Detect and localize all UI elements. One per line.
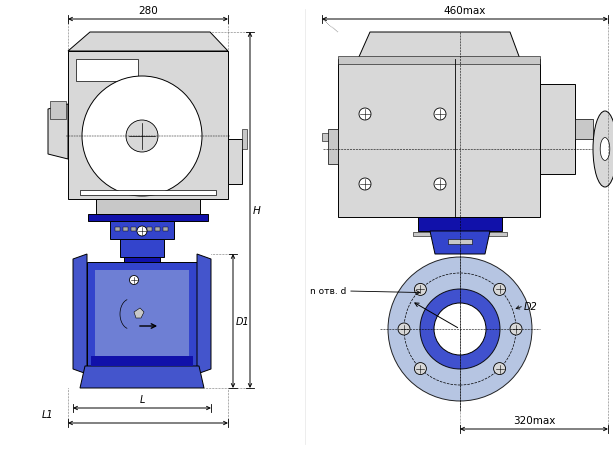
- Circle shape: [493, 284, 506, 296]
- Bar: [418, 217, 502, 232]
- Polygon shape: [134, 308, 144, 318]
- Polygon shape: [73, 254, 87, 374]
- Text: n отв. d: n отв. d: [310, 287, 346, 296]
- Circle shape: [434, 303, 486, 355]
- Bar: [131, 228, 136, 232]
- Polygon shape: [430, 232, 490, 254]
- Bar: [124, 258, 160, 264]
- Bar: [328, 130, 338, 165]
- Bar: [338, 60, 540, 217]
- Bar: [147, 228, 152, 232]
- Ellipse shape: [593, 112, 613, 187]
- Bar: [448, 239, 472, 244]
- Polygon shape: [358, 33, 520, 60]
- Text: D1: D1: [236, 316, 249, 326]
- Bar: [76, 60, 138, 82]
- Bar: [338, 57, 540, 65]
- Circle shape: [126, 121, 158, 153]
- Bar: [95, 270, 189, 358]
- Circle shape: [510, 324, 522, 335]
- Text: 320max: 320max: [513, 415, 555, 425]
- Circle shape: [129, 276, 139, 285]
- Bar: [163, 228, 168, 232]
- Circle shape: [82, 77, 202, 197]
- Text: H: H: [253, 206, 261, 216]
- Circle shape: [137, 227, 147, 237]
- Bar: [110, 222, 174, 239]
- Circle shape: [434, 179, 446, 191]
- Bar: [50, 102, 66, 120]
- Bar: [91, 356, 193, 366]
- Circle shape: [493, 363, 506, 375]
- Bar: [68, 52, 228, 200]
- Text: 280: 280: [138, 6, 158, 16]
- Polygon shape: [68, 33, 228, 52]
- Bar: [120, 239, 164, 258]
- Bar: [228, 140, 242, 185]
- Circle shape: [414, 284, 427, 296]
- Polygon shape: [48, 105, 68, 160]
- Bar: [96, 200, 200, 214]
- Circle shape: [388, 258, 532, 401]
- Bar: [540, 85, 575, 175]
- Bar: [155, 228, 160, 232]
- Text: L: L: [139, 394, 145, 404]
- Ellipse shape: [600, 138, 610, 161]
- Circle shape: [420, 289, 500, 369]
- Bar: [139, 228, 144, 232]
- Bar: [123, 228, 128, 232]
- Text: L1: L1: [41, 409, 53, 419]
- Bar: [115, 228, 120, 232]
- Polygon shape: [80, 366, 204, 388]
- Polygon shape: [197, 254, 211, 374]
- Circle shape: [414, 363, 427, 375]
- Bar: [80, 191, 216, 196]
- Bar: [413, 233, 507, 237]
- Circle shape: [359, 179, 371, 191]
- Circle shape: [398, 324, 410, 335]
- Bar: [242, 130, 247, 150]
- Bar: [88, 214, 208, 222]
- Bar: [87, 263, 197, 366]
- Bar: [575, 120, 593, 140]
- Circle shape: [359, 109, 371, 121]
- Bar: [322, 134, 328, 142]
- Circle shape: [434, 109, 446, 121]
- Text: 460max: 460max: [444, 6, 486, 16]
- Text: D2: D2: [524, 301, 538, 311]
